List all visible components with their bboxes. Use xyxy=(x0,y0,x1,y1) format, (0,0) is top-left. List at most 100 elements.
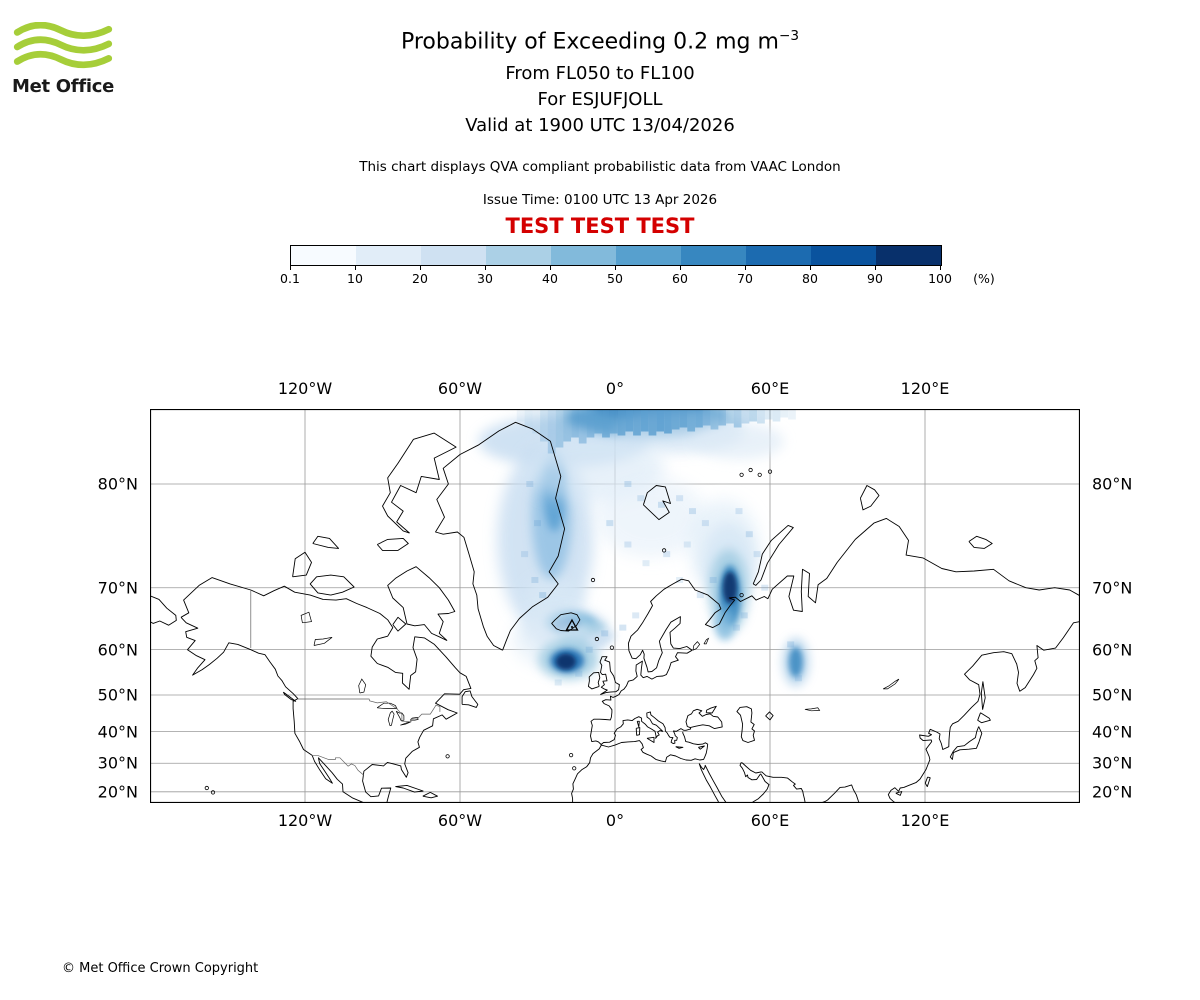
colorbar-tick xyxy=(875,266,876,270)
plume-speckle xyxy=(683,541,691,548)
coastline-taiwan xyxy=(924,776,931,788)
plume-band-stripe xyxy=(687,409,696,432)
colorbar-label: 10 xyxy=(347,271,363,286)
coastline-europe xyxy=(590,578,693,745)
coastline-corsica xyxy=(636,720,640,728)
plume-speckle xyxy=(526,481,534,487)
lat-label-left: 80°N xyxy=(97,474,138,494)
plume-band-stripe xyxy=(625,409,634,432)
coastline-cuba xyxy=(395,784,424,793)
plume-band-stripe xyxy=(578,409,587,444)
map-area: 120°W 120°W 60°W 60°W 0° 0° 60°E 60°E 120°E 120°E… xyxy=(98,379,1133,830)
plume-band-stripe xyxy=(695,409,703,428)
copyright: © Met Office Crown Copyright xyxy=(62,961,259,976)
colorbar-label: 70 xyxy=(737,271,753,286)
coastline-iceland xyxy=(551,612,581,632)
volcano-dot xyxy=(570,626,573,629)
lat-label-right: 60°N xyxy=(1092,640,1133,660)
volcano-name-subtitle: For ESJUFJOLL xyxy=(537,89,663,110)
plume-band-stripe xyxy=(741,409,750,424)
us-canada-border xyxy=(297,698,441,723)
lat-label-right: 20°N xyxy=(1092,782,1133,802)
coastline-north-america-east xyxy=(180,577,472,803)
colorbar-label: 30 xyxy=(477,271,493,286)
flight-level-range: From FL050 to FL100 xyxy=(505,63,695,84)
coastline-ireland xyxy=(587,671,601,690)
coastline-melville-island xyxy=(312,535,340,549)
colorbar-tick xyxy=(355,266,356,270)
plume-blob xyxy=(694,423,784,460)
colorbar-segment xyxy=(681,246,746,265)
colorbar-segment xyxy=(551,246,616,265)
colorbar-tick xyxy=(615,266,616,270)
lat-label-right: 40°N xyxy=(1092,722,1133,742)
plume-speckle xyxy=(606,520,614,527)
great-bear-lake xyxy=(300,611,312,624)
plume-speckle xyxy=(554,679,562,686)
colorbar-tick xyxy=(420,266,421,270)
plume-band-stripe xyxy=(555,409,564,448)
plume-blob xyxy=(555,653,576,670)
coastline-persian-gulf xyxy=(739,762,762,781)
lat-label-left: 30°N xyxy=(97,753,138,773)
plume-band-stripe xyxy=(772,409,781,422)
coastline-makran-india-west xyxy=(761,771,806,803)
plume-blob xyxy=(596,477,707,558)
coastline-black-sea xyxy=(685,708,723,730)
met-office-logo: Met Office xyxy=(12,22,132,97)
coastline-honshu-kyushu xyxy=(949,726,983,760)
plume-band-stripe xyxy=(524,409,533,428)
plume-speckle xyxy=(521,551,529,558)
colorbar-label: 90 xyxy=(867,271,883,286)
colorbar-segment xyxy=(876,246,941,265)
plume-band-stripe xyxy=(656,409,665,432)
volcano-triangle-icon xyxy=(565,618,579,631)
plume-speckle xyxy=(732,624,740,631)
plume-band-stripe xyxy=(516,409,525,422)
plume-band-stripe xyxy=(617,409,626,436)
islet xyxy=(739,472,744,477)
lon-label-bottom: 60°E xyxy=(750,811,790,830)
islet xyxy=(609,645,614,650)
lon-label-bottom: 120°W xyxy=(277,811,333,830)
colorbar-segment xyxy=(421,246,486,265)
coastline-greenland xyxy=(435,421,566,651)
chart-title-exponent: −3 xyxy=(778,28,800,44)
plume-speckle xyxy=(701,520,709,527)
plume-speckle xyxy=(794,675,802,682)
plume-speckle xyxy=(689,508,696,515)
coastlines xyxy=(150,421,1080,803)
plume-speckle xyxy=(539,592,547,599)
plume-band-stripe xyxy=(594,409,603,434)
plume-band-stripe xyxy=(726,409,734,424)
lon-label-bottom: 0° xyxy=(605,811,625,830)
plume-band-stripe xyxy=(586,409,595,438)
lake-huron xyxy=(395,710,405,721)
plume-speckle xyxy=(745,531,753,538)
colorbar-label: 100 xyxy=(928,271,952,286)
coastline-banks-island xyxy=(292,551,312,578)
issue-time: Issue Time: 0100 UTC 13 Apr 2026 xyxy=(482,192,718,208)
logo-text: Met Office xyxy=(12,76,115,97)
colorbar-segment xyxy=(616,246,681,265)
coastline-aral-sea xyxy=(765,711,774,721)
colorbar-segment xyxy=(486,246,551,265)
plume-band-stripe xyxy=(571,409,579,438)
coastline-crete xyxy=(675,746,684,749)
coastline-anatolia-levant-africa xyxy=(571,731,709,803)
plume-speckle xyxy=(696,592,704,599)
lon-label-top: 120°W xyxy=(277,379,333,398)
coastline-eurasia-arctic xyxy=(681,517,1080,629)
coastline-southampton-island xyxy=(392,616,407,632)
plume-band-stripe xyxy=(679,409,688,428)
islet xyxy=(757,472,762,477)
coastline-india-east-burma xyxy=(822,784,860,803)
plume-speckle xyxy=(619,624,627,631)
lat-label-right: 30°N xyxy=(1092,753,1133,773)
coastline-sea-of-azov xyxy=(705,705,717,714)
plume-speckle xyxy=(663,551,671,558)
plume-band-stripe xyxy=(602,409,610,438)
plume-speckle xyxy=(709,577,717,583)
plume-speckle xyxy=(753,551,761,558)
plume-speckle xyxy=(534,520,541,527)
